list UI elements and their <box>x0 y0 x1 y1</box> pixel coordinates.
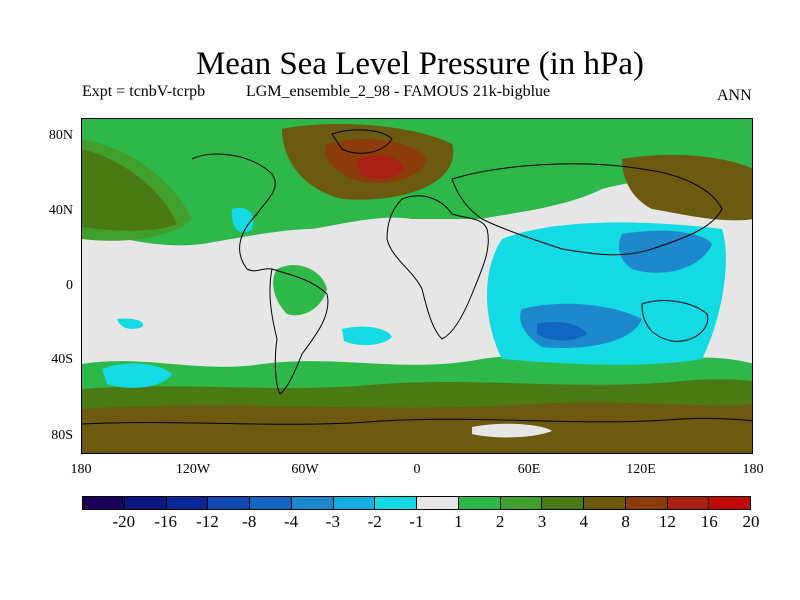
experiment-label: Expt = tcnbV-tcrpb <box>82 83 206 100</box>
colorbar <box>82 496 751 510</box>
colorbar-swatch <box>709 497 750 509</box>
colorbar-swatch <box>417 497 459 509</box>
colorbar-swatch <box>124 497 167 509</box>
x-tick: 180 <box>742 462 764 477</box>
colorbar-label: -3 <box>325 512 340 531</box>
colorbar-swatch <box>542 497 584 509</box>
colorbar-label: 16 <box>700 512 718 531</box>
antarctic-brown <box>82 402 752 453</box>
pressure-map <box>81 118 753 454</box>
x-tick: 120W <box>175 462 211 477</box>
y-tick: 80S <box>51 428 73 443</box>
colorbar-label: -1 <box>409 512 424 531</box>
south-america-green <box>273 265 327 316</box>
colorbar-label: -12 <box>196 512 219 531</box>
x-tick: 180 <box>70 462 92 477</box>
north-america-low <box>231 207 254 233</box>
colorbar-label: 3 <box>537 512 547 531</box>
colorbar-swatch <box>458 497 501 509</box>
map-canvas <box>82 119 752 453</box>
indian-ocean-center <box>537 322 587 341</box>
colorbar-label: 12 <box>658 512 676 531</box>
colorbar-label: 20 <box>742 512 760 531</box>
ensemble-label: LGM_ensemble_2_98 - FAMOUS 21k-bigblue <box>246 83 551 100</box>
colorbar-swatch <box>333 497 376 509</box>
y-tick: 80N <box>48 128 73 143</box>
colorbar-label: -4 <box>283 512 299 531</box>
colorbar-swatch <box>667 497 710 509</box>
chart-title: Mean Sea Level Pressure (in hPa) <box>195 46 645 82</box>
colorbar-swatch <box>625 497 668 509</box>
colorbar-label: -16 <box>154 512 177 531</box>
north-atlantic-peak <box>357 155 404 179</box>
x-tick: 120E <box>626 462 656 477</box>
south-pacific-low <box>102 363 172 388</box>
asia-brown <box>622 154 752 221</box>
colorbar-label: 2 <box>495 512 505 531</box>
colorbar-swatch <box>250 497 292 509</box>
antarctic-light <box>472 423 552 438</box>
x-tick: 0 <box>413 462 421 477</box>
coastlines <box>82 129 752 425</box>
colorbar-swatch <box>166 497 209 509</box>
x-tick: 60E <box>517 462 541 477</box>
y-tick: 40N <box>48 203 73 218</box>
colorbar-label: -20 <box>112 512 136 531</box>
colorbar-label: 8 <box>621 512 630 531</box>
colorbar-swatch <box>584 497 626 509</box>
colorbar-swatch <box>375 497 417 509</box>
colorbar-label: 1 <box>454 512 463 531</box>
y-tick: 0 <box>66 278 73 293</box>
y-tick: 40S <box>51 352 73 367</box>
colorbar-label: -8 <box>242 512 257 531</box>
pacific-low-small <box>117 318 143 329</box>
south-atlantic-low <box>342 326 392 346</box>
x-tick: 60W <box>291 462 319 477</box>
season-label: ANN <box>717 87 752 104</box>
colorbar-label: -2 <box>367 512 382 531</box>
colorbar-swatch <box>83 497 125 509</box>
colorbar-swatch <box>500 497 543 509</box>
colorbar-swatch <box>208 497 250 509</box>
colorbar-swatch <box>291 497 334 509</box>
colorbar-label: 4 <box>579 512 589 531</box>
west-pacific-low <box>619 230 712 273</box>
north-pacific-brown <box>82 149 177 231</box>
